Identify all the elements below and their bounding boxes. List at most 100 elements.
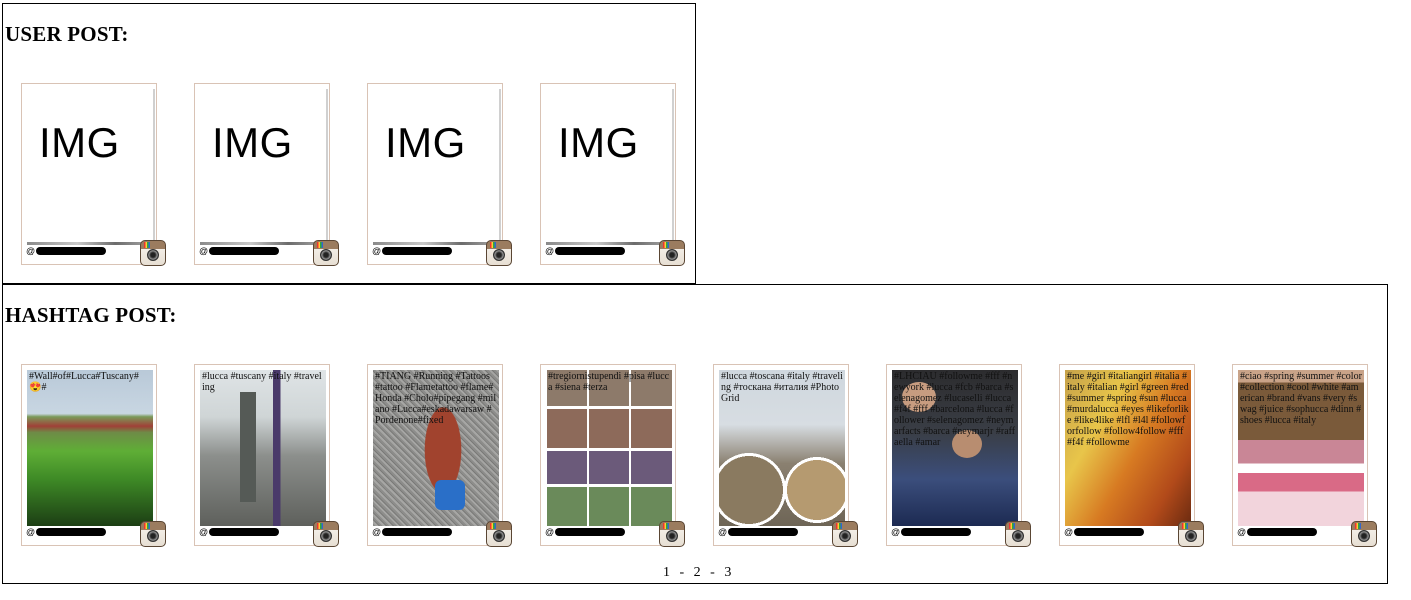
redacted-username [901, 528, 972, 536]
username-at: @ [545, 246, 555, 256]
post-caption: #LHCIAU #followme #fff #newyork #lucca #… [894, 371, 1016, 448]
instagram-camera-icon[interactable] [832, 521, 858, 547]
post-image[interactable]: #lucca #tuscany #italy #traveling [200, 370, 326, 526]
instagram-camera-icon[interactable] [140, 240, 166, 266]
post-photo [200, 370, 326, 526]
instagram-camera-icon[interactable] [313, 240, 339, 266]
redacted-username [728, 528, 799, 536]
page-link-2[interactable]: 2 [693, 565, 701, 580]
username-at: @ [26, 527, 36, 537]
user-post-card[interactable]: IMG @ [21, 83, 166, 266]
post-caption: #lucca #tuscany #italy #traveling [202, 371, 322, 393]
post-username[interactable]: @ [372, 245, 482, 257]
instagram-camera-icon[interactable] [313, 521, 339, 547]
post-image[interactable]: #Wall#of#Lucca#Tuscany#😍# [27, 370, 153, 526]
instagram-camera-icon[interactable] [1005, 521, 1031, 547]
post-username[interactable]: @ [545, 526, 655, 538]
user-post-heading: USER POST: [5, 22, 129, 46]
post-image[interactable]: IMG [27, 89, 155, 245]
hashtag-post-card[interactable]: #lucca #toscana #italy #traveling #тоска… [713, 364, 858, 547]
redacted-username [382, 247, 453, 255]
post-image[interactable]: IMG [373, 89, 501, 245]
post-caption: #me #girl #italiangirl #italia #italy #i… [1067, 371, 1189, 448]
post-caption: #TIANG #Running #Tattoos #tattoo #Flamet… [375, 371, 497, 426]
instagram-camera-icon[interactable] [140, 521, 166, 547]
user-post-card[interactable]: IMG @ [194, 83, 339, 266]
redacted-username [382, 528, 453, 536]
post-image[interactable]: #tregiornistupendi #pisa #lucca #siena #… [546, 370, 672, 526]
redacted-username [36, 247, 107, 255]
post-photo [892, 370, 1018, 526]
username-at: @ [26, 246, 36, 256]
page-separator: - [710, 565, 715, 580]
post-username[interactable]: @ [372, 526, 482, 538]
post-photo [1238, 370, 1364, 526]
post-photo [373, 370, 499, 526]
image-placeholder-label: IMG [39, 119, 120, 166]
image-placeholder-label: IMG [385, 119, 466, 166]
hashtag-post-card[interactable]: #LHCIAU #followme #fff #newyork #lucca #… [886, 364, 1031, 547]
hashtag-post-card[interactable]: #TIANG #Running #Tattoos #tattoo #Flamet… [367, 364, 512, 547]
redacted-username [555, 528, 626, 536]
post-username[interactable]: @ [199, 245, 309, 257]
page-separator: - [679, 565, 685, 580]
hashtag-post-card[interactable]: #ciao #spring #summer #color #collection… [1232, 364, 1377, 547]
instagram-camera-icon[interactable] [486, 240, 512, 266]
redacted-username [36, 528, 107, 536]
username-at: @ [372, 527, 382, 537]
pagination: 1 - 2 - 3 [660, 565, 734, 581]
hashtag-post-card[interactable]: #Wall#of#Lucca#Tuscany#😍# @ [21, 364, 166, 547]
instagram-camera-icon[interactable] [1178, 521, 1204, 547]
post-username[interactable]: @ [199, 526, 309, 538]
redacted-username [209, 528, 280, 536]
post-image[interactable]: #LHCIAU #followme #fff #newyork #lucca #… [892, 370, 1018, 526]
username-at: @ [891, 527, 901, 537]
page-link-3[interactable]: 3 [724, 565, 732, 580]
instagram-camera-icon[interactable] [1351, 521, 1377, 547]
post-photo [546, 370, 672, 526]
post-image[interactable]: IMG [200, 89, 328, 245]
post-username[interactable]: @ [891, 526, 1001, 538]
post-image[interactable]: #TIANG #Running #Tattoos #tattoo #Flamet… [373, 370, 499, 526]
post-username[interactable]: @ [26, 526, 136, 538]
post-photo [1065, 370, 1191, 526]
instagram-camera-icon[interactable] [659, 240, 685, 266]
redacted-username [555, 247, 626, 255]
page-link-1[interactable]: 1 [663, 565, 670, 580]
post-image[interactable]: #me #girl #italiangirl #italia #italy #i… [1065, 370, 1191, 526]
username-at: @ [545, 527, 555, 537]
redacted-username [1247, 528, 1318, 536]
username-at: @ [718, 527, 728, 537]
user-post-card[interactable]: IMG @ [540, 83, 685, 266]
post-caption: #tregiornistupendi #pisa #lucca #siena #… [548, 371, 670, 393]
post-image[interactable]: IMG [546, 89, 674, 245]
post-username[interactable]: @ [26, 245, 136, 257]
user-post-card[interactable]: IMG @ [367, 83, 512, 266]
post-caption: #ciao #spring #summer #color #collection… [1240, 371, 1362, 426]
username-at: @ [372, 246, 382, 256]
post-photo [719, 370, 845, 526]
post-caption: #lucca #toscana #italy #traveling #тоска… [721, 371, 843, 404]
post-username[interactable]: @ [1064, 526, 1174, 538]
hashtag-post-section: HASHTAG POST: #Wall#of#Lucca#Tuscany#😍# … [2, 284, 1388, 584]
post-image[interactable]: #lucca #toscana #italy #traveling #тоска… [719, 370, 845, 526]
instagram-camera-icon[interactable] [486, 521, 512, 547]
redacted-username [1074, 528, 1145, 536]
post-caption: #Wall#of#Lucca#Tuscany#😍# [29, 371, 139, 393]
username-at: @ [1064, 527, 1074, 537]
hashtag-post-card[interactable]: #lucca #tuscany #italy #traveling @ [194, 364, 339, 547]
post-username[interactable]: @ [545, 245, 655, 257]
username-at: @ [199, 527, 209, 537]
image-placeholder-label: IMG [558, 119, 639, 166]
post-username[interactable]: @ [718, 526, 828, 538]
hashtag-post-card[interactable]: #tregiornistupendi #pisa #lucca #siena #… [540, 364, 685, 547]
image-placeholder-label: IMG [212, 119, 293, 166]
hashtag-post-card[interactable]: #me #girl #italiangirl #italia #italy #i… [1059, 364, 1204, 547]
hashtag-post-heading: HASHTAG POST: [5, 303, 177, 327]
post-photo [27, 370, 153, 526]
username-at: @ [199, 246, 209, 256]
redacted-username [209, 247, 280, 255]
post-username[interactable]: @ [1237, 526, 1347, 538]
post-image[interactable]: #ciao #spring #summer #color #collection… [1238, 370, 1364, 526]
instagram-camera-icon[interactable] [659, 521, 685, 547]
